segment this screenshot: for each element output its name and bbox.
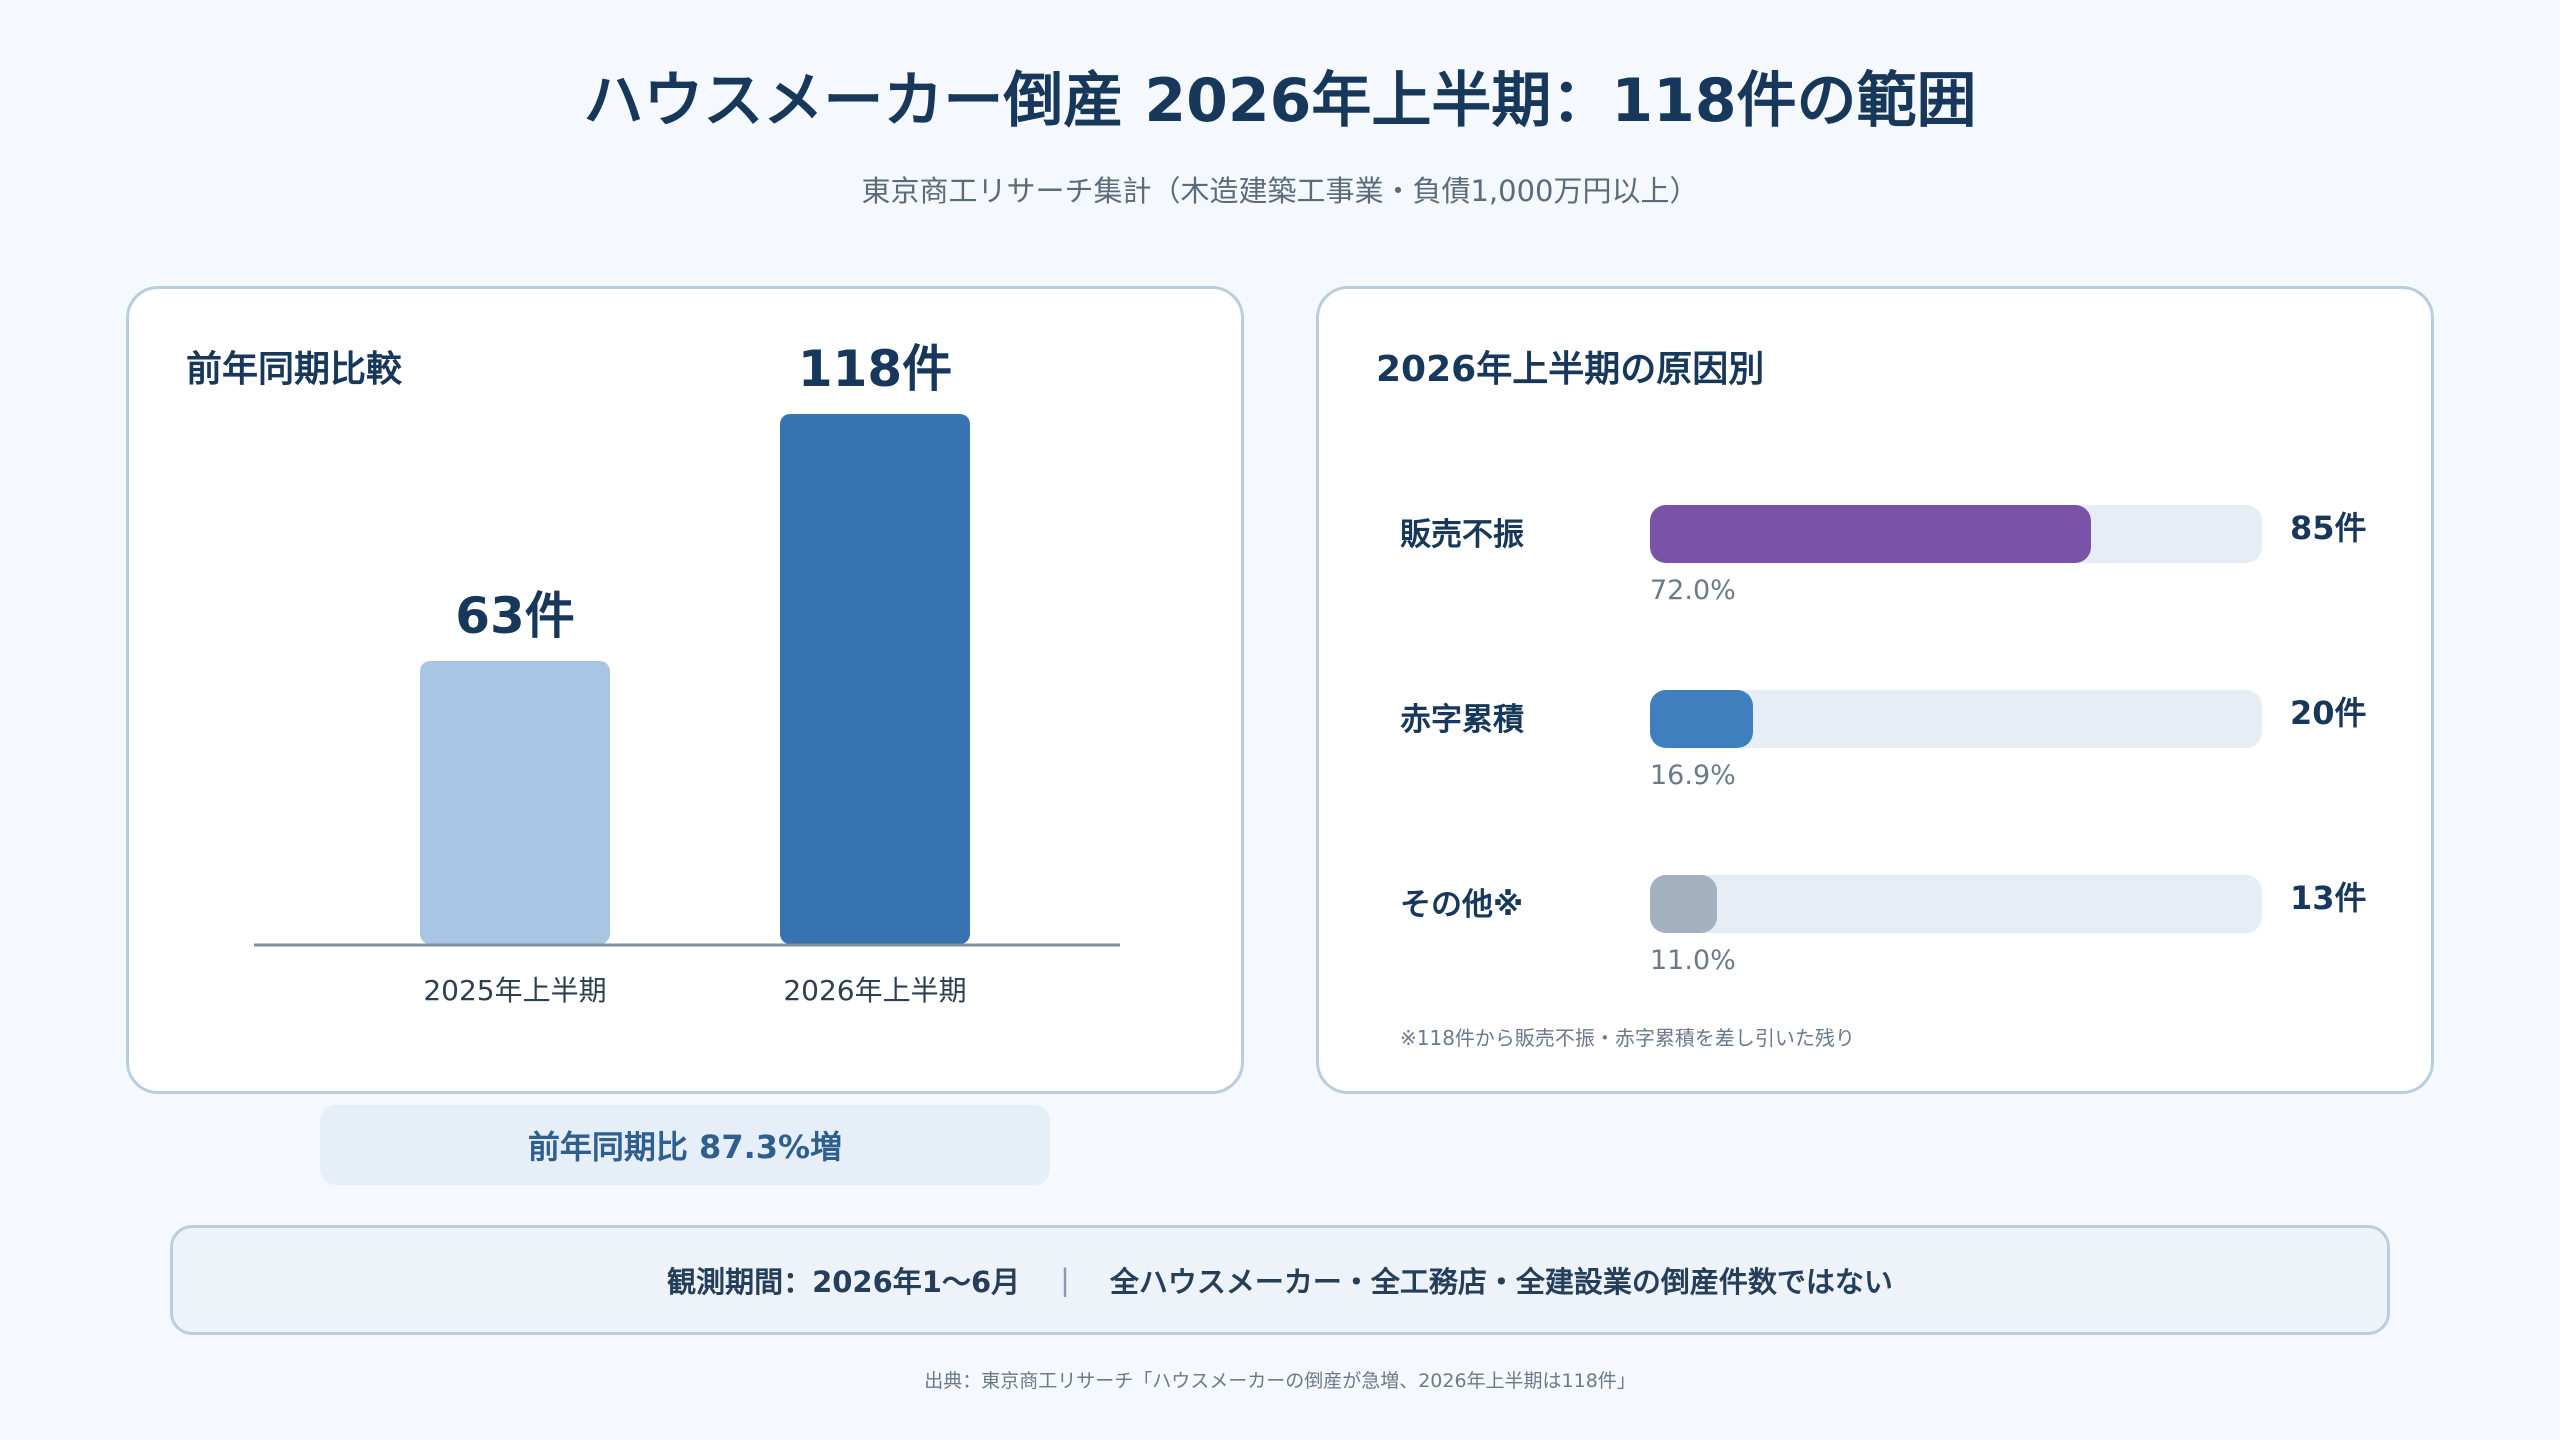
column-value-label-2025: 63件 <box>455 587 575 645</box>
column-bar-2026 <box>780 414 970 944</box>
info-note: 全ハウスメーカー・全工務店・全建設業の倒産件数ではない <box>1109 1265 1893 1299</box>
source-citation: 出典：東京商工リサーチ「ハウスメーカーの倒産が急増、2026年上半期は118件」 <box>924 1370 1636 1392</box>
cause-bar-sales-slump <box>1650 505 2091 563</box>
yoy-column-chart: 63件 2025年上半期 118件 2026年上半期 <box>254 340 1120 1007</box>
cause-bar-other <box>1650 875 1718 933</box>
cause-bar-deficit <box>1650 690 1754 748</box>
cause-label-deficit: 赤字累積 <box>1400 702 1524 738</box>
comparison-panel <box>126 286 1244 1094</box>
column-category-label-2026: 2026年上半期 <box>783 974 966 1007</box>
info-period: 観測期間：2026年1〜6月 <box>667 1265 1021 1299</box>
column-bar-2025 <box>420 661 610 944</box>
info-box: 観測期間：2026年1〜6月 | 全ハウスメーカー・全工務店・全建設業の倒産件数… <box>170 1225 2390 1335</box>
column-value-label-2026: 118件 <box>798 340 952 398</box>
page-title: ハウスメーカー倒産 2026年上半期：118件の範囲 <box>583 66 1977 136</box>
column-category-label-2025: 2025年上半期 <box>423 974 606 1007</box>
cause-count-sales-slump: 85件 <box>2290 509 2367 547</box>
info-separator: | <box>1060 1263 1070 1297</box>
comparison-panel-title: 前年同期比較 <box>186 349 403 390</box>
cause-label-sales-slump: 販売不振 <box>1400 517 1524 553</box>
cause-track-other <box>1650 875 2262 933</box>
cause-count-other: 13件 <box>2290 879 2367 917</box>
cause-percent-deficit: 16.9% <box>1650 760 1736 791</box>
cause-panel-title: 2026年上半期の原因別 <box>1376 349 1765 390</box>
cause-percent-sales-slump: 72.0% <box>1650 575 1736 606</box>
cause-percent-other: 11.0% <box>1650 945 1736 976</box>
cause-label-other: その他※ <box>1400 887 1524 923</box>
page-subtitle: 東京商工リサーチ集計（木造建築工事業・負債1,000万円以上） <box>861 174 1699 208</box>
growth-badge: 前年同期比 87.3%増 <box>320 1105 1050 1185</box>
cause-footnote: ※118件から販売不振・赤字累積を差し引いた残り <box>1400 1026 1855 1050</box>
cause-track-deficit <box>1650 690 2262 748</box>
cause-count-deficit: 20件 <box>2290 694 2367 732</box>
cause-track-sales-slump <box>1650 505 2262 563</box>
